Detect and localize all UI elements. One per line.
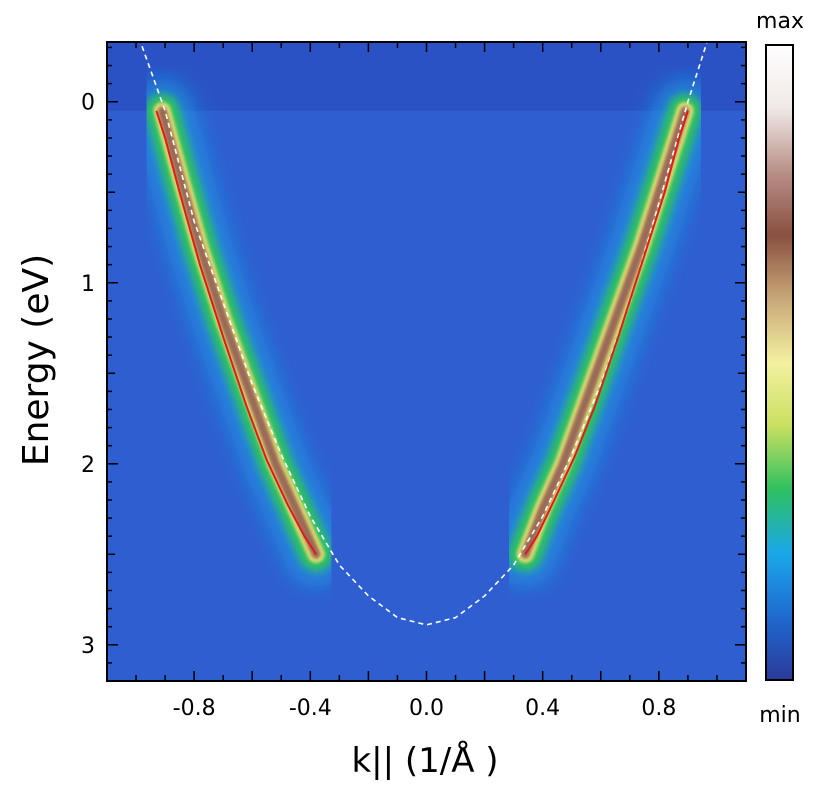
y-tick-label: 3: [81, 634, 95, 659]
right-band-core: [520, 106, 690, 559]
band-curves: [139, 42, 708, 626]
x-tick-label: 0.4: [525, 696, 560, 721]
x-tick-label: -0.8: [173, 696, 216, 721]
above-fermi-region: [107, 42, 746, 111]
x-axis-title: k|| (1/Å ): [351, 740, 498, 781]
y-tick-label: 1: [81, 272, 95, 297]
colorbar-min-label: min: [759, 703, 801, 728]
x-tick-label: 0.0: [409, 696, 444, 721]
colorbar-max-label: max: [756, 9, 804, 34]
colorbar: max min: [756, 9, 804, 728]
y-tick-label: 0: [81, 91, 95, 116]
y-axis-ticks: 0 1 2 3: [81, 46, 746, 682]
band-dispersion-curve-2: [524, 110, 689, 555]
parabola-fit-curve: [139, 42, 708, 626]
band-dispersion-curve-1: [155, 110, 317, 555]
x-tick-label: 0.8: [641, 696, 676, 721]
y-tick-label: 2: [81, 453, 95, 478]
x-tick-label: -0.4: [289, 696, 332, 721]
x-axis-ticks: -0.8 -0.4 0.0 0.4 0.8: [106, 42, 747, 721]
y-axis-title: Energy (eV): [16, 254, 57, 466]
plot-area: [107, 42, 746, 681]
band-intensity: [130, 78, 717, 587]
colorbar-scale: [765, 44, 794, 681]
left-band-core: [157, 106, 321, 559]
